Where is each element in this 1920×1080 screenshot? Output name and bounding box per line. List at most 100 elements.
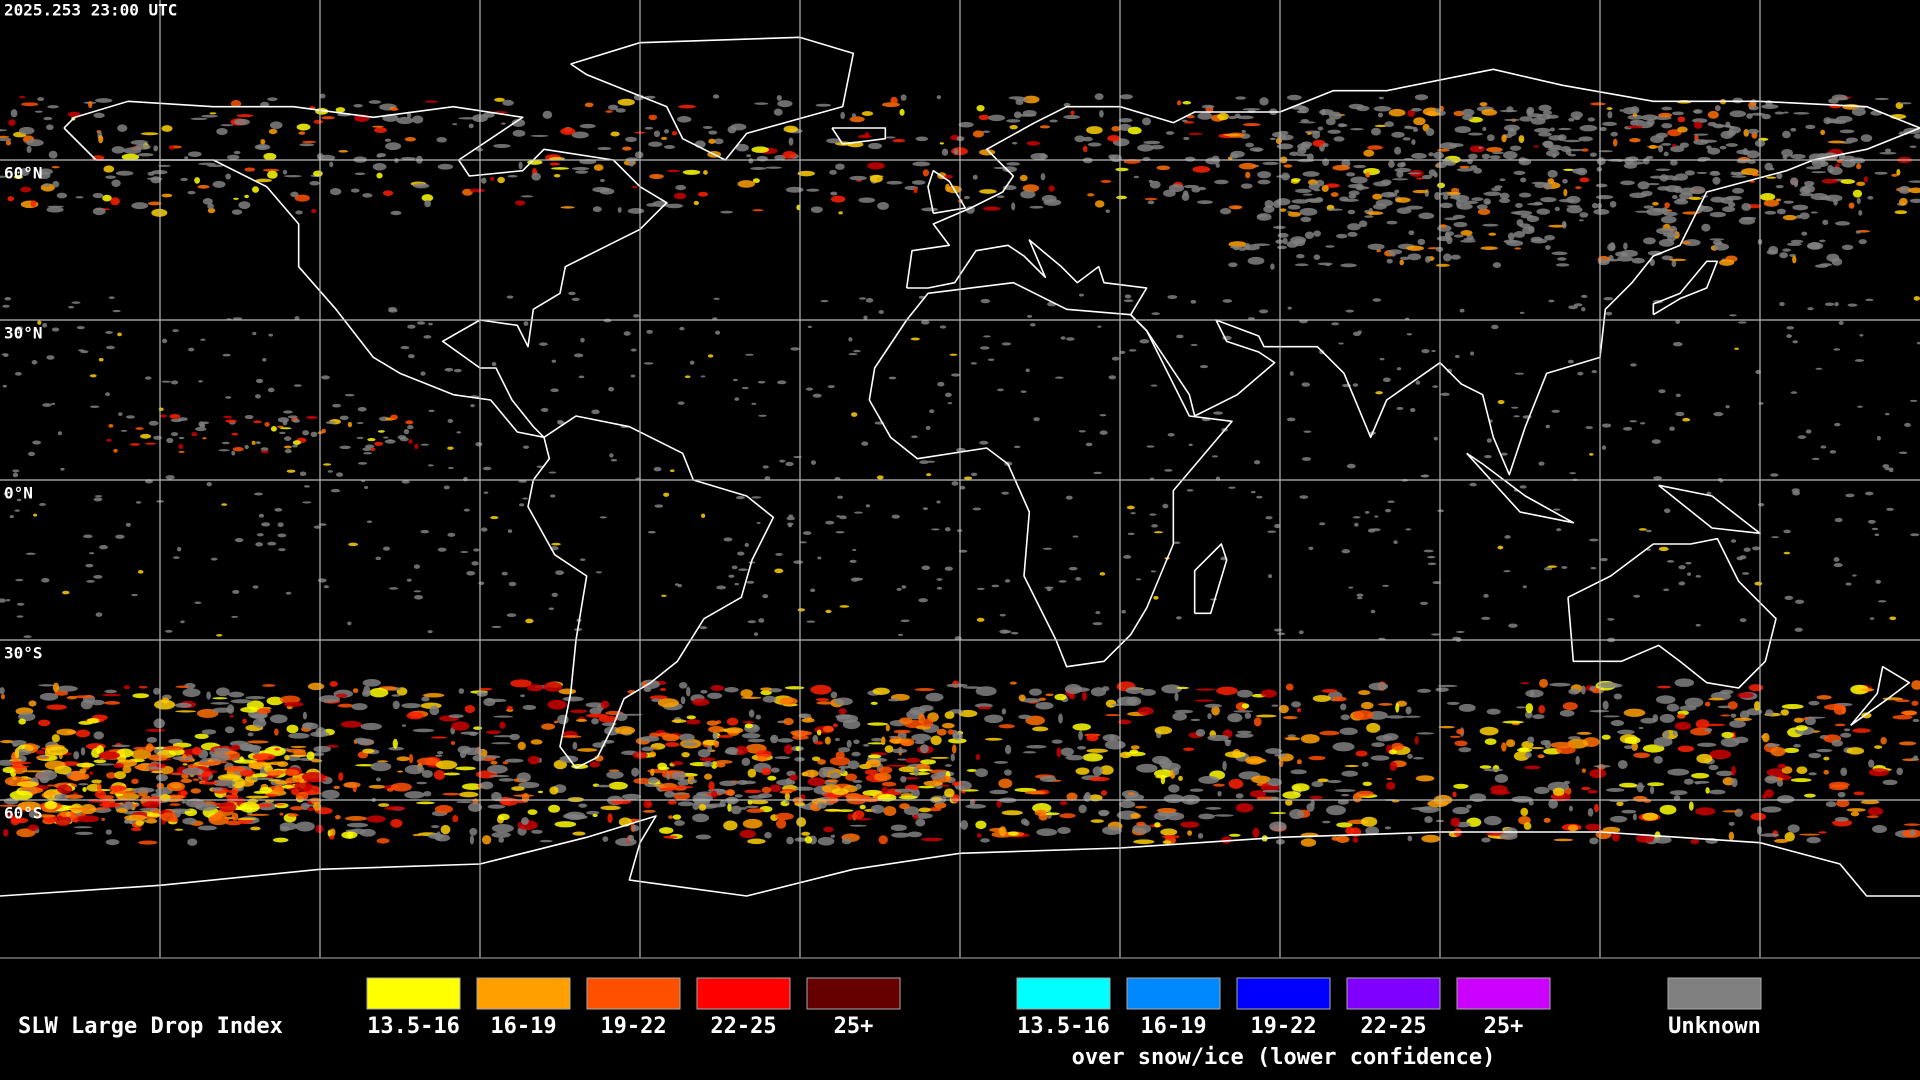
cloud-pixel — [31, 360, 38, 365]
cloud-pixel — [233, 197, 239, 200]
legend-caption: over snow/ice (lower confidence) — [1072, 1045, 1496, 1070]
cloud-pixel — [1029, 323, 1036, 327]
cloud-pixel — [1910, 757, 1919, 761]
cloud-pixel — [75, 196, 84, 199]
cloud-pixel — [1432, 385, 1439, 388]
cloud-pixel — [1176, 686, 1190, 690]
cloud-pixel — [237, 817, 257, 821]
cloud-pixel — [1824, 194, 1843, 202]
cloud-pixel — [1544, 740, 1552, 750]
cloud-pixel — [1567, 738, 1589, 749]
cloud-pixel — [799, 541, 807, 544]
cloud-pixel — [1303, 430, 1312, 433]
cloud-pixel — [1108, 375, 1117, 380]
cloud-pixel — [57, 431, 63, 436]
cloud-pixel — [1438, 224, 1447, 228]
cloud-pixel — [965, 804, 987, 809]
cloud-pixel — [610, 131, 620, 137]
cloud-pixel — [115, 170, 134, 176]
cloud-pixel — [1291, 199, 1309, 204]
cloud-pixel — [36, 750, 45, 755]
cloud-pixel — [1160, 774, 1166, 785]
cloud-pixel — [756, 155, 768, 162]
cloud-pixel — [233, 759, 258, 764]
cloud-pixel — [1469, 793, 1487, 803]
cloud-pixel — [518, 503, 525, 507]
cloud-pixel — [1728, 831, 1735, 841]
cloud-pixel — [1180, 821, 1200, 828]
cloud-pixel — [989, 789, 1009, 795]
cloud-pixel — [1090, 819, 1104, 823]
cloud-pixel — [1761, 113, 1771, 120]
cloud-pixel — [762, 695, 777, 703]
cloud-pixel — [239, 769, 255, 777]
cloud-pixel — [105, 839, 120, 846]
cloud-pixel — [1663, 508, 1671, 514]
cloud-pixel — [1410, 407, 1416, 413]
cloud-pixel — [463, 476, 468, 482]
cloud-pixel — [201, 729, 217, 735]
cloud-pixel — [1593, 208, 1610, 215]
cloud-pixel — [1269, 821, 1287, 832]
cloud-pixel — [1783, 200, 1794, 204]
cloud-pixel — [1301, 457, 1312, 461]
cloud-pixel — [1533, 786, 1550, 795]
cloud-pixel — [89, 771, 94, 775]
cloud-pixel — [998, 724, 1015, 729]
cloud-pixel — [1720, 737, 1740, 748]
cloud-pixel — [815, 103, 832, 107]
cloud-pixel — [523, 321, 529, 326]
cloud-pixel — [1264, 199, 1274, 208]
cloud-pixel — [76, 815, 100, 823]
cloud-pixel — [1371, 528, 1381, 532]
cloud-pixel — [98, 135, 104, 144]
cloud-pixel — [1725, 143, 1738, 147]
cloud-pixel — [972, 174, 978, 180]
cloud-pixel — [407, 324, 416, 329]
cloud-pixel — [1567, 824, 1579, 832]
cloud-pixel — [1729, 720, 1746, 728]
cloud-pixel — [570, 709, 588, 714]
cloud-pixel — [609, 453, 614, 458]
cloud-pixel — [1201, 104, 1215, 109]
cloud-pixel — [180, 778, 193, 783]
cloud-pixel — [1252, 827, 1260, 838]
cloud-pixel — [427, 630, 433, 634]
cloud-pixel — [1719, 259, 1735, 266]
cloud-pixel — [1260, 689, 1277, 698]
cloud-pixel — [1437, 182, 1446, 189]
cloud-pixel — [925, 692, 944, 702]
cloud-pixel — [206, 164, 224, 167]
cloud-pixel — [65, 811, 71, 817]
cloud-pixel — [89, 374, 97, 378]
cloud-pixel — [1151, 524, 1158, 528]
cloud-pixel — [670, 792, 690, 795]
cloud-pixel — [268, 761, 286, 766]
cloud-pixel — [1696, 753, 1713, 764]
cloud-pixel — [1534, 127, 1551, 133]
cloud-pixel — [1784, 832, 1795, 842]
cloud-pixel — [958, 709, 978, 718]
cloud-pixel — [1563, 168, 1574, 171]
cloud-pixel — [1247, 758, 1267, 764]
cloud-pixel — [1394, 189, 1400, 194]
cloud-pixel — [1427, 555, 1436, 559]
cloud-pixel — [775, 812, 794, 821]
cloud-pixel — [139, 433, 152, 439]
cloud-pixel — [1277, 232, 1289, 238]
cloud-pixel — [1675, 319, 1681, 325]
cloud-pixel — [274, 507, 283, 512]
cloud-pixel — [1790, 127, 1797, 132]
cloud-pixel — [1709, 238, 1725, 241]
cloud-pixel — [1792, 204, 1809, 211]
cloud-pixel — [1662, 232, 1679, 238]
cloud-pixel — [1275, 198, 1291, 206]
cloud-pixel — [1696, 742, 1717, 747]
cloud-pixel — [1511, 796, 1533, 803]
cloud-pixel — [264, 800, 275, 803]
cloud-pixel — [1577, 371, 1584, 376]
cloud-pixel — [859, 297, 867, 300]
cloud-pixel — [1198, 813, 1215, 820]
cloud-pixel — [1336, 835, 1350, 844]
cloud-pixel — [975, 686, 997, 696]
